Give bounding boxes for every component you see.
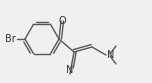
Text: Br: Br	[5, 34, 16, 44]
Text: N: N	[66, 65, 74, 75]
Text: O: O	[58, 16, 66, 26]
Text: N: N	[107, 50, 114, 60]
